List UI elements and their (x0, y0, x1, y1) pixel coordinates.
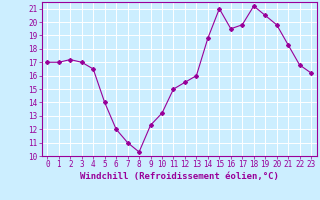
X-axis label: Windchill (Refroidissement éolien,°C): Windchill (Refroidissement éolien,°C) (80, 172, 279, 181)
